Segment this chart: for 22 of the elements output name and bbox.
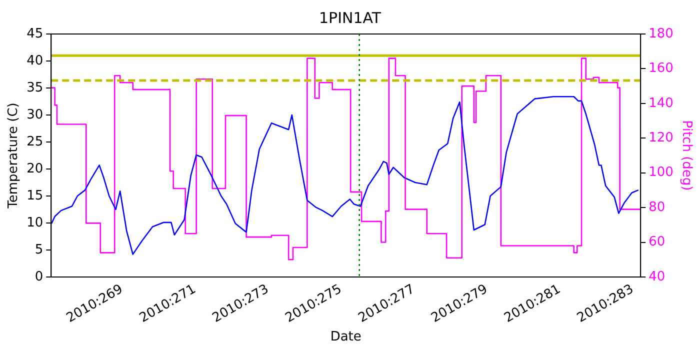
chart-title: 1PIN1AT xyxy=(318,8,382,27)
y-tick-label: 0 xyxy=(34,269,44,284)
y-tick-label: 25 xyxy=(26,134,44,150)
x-axis-title: Date xyxy=(330,329,362,344)
y-tick-label: 20 xyxy=(26,161,44,176)
y-axis-title: Temperature (C) xyxy=(6,102,22,210)
y2-tick-label: 40 xyxy=(648,269,666,284)
y2-axis-title: Pitch (deg) xyxy=(678,120,694,191)
y2-tick-label: 140 xyxy=(648,96,674,111)
y-tick-label: 45 xyxy=(26,26,44,42)
y-tick-label: 15 xyxy=(26,188,44,204)
y2-tick-label: 180 xyxy=(648,26,674,42)
y2-tick-label: 120 xyxy=(648,130,674,146)
y-tick-label: 10 xyxy=(26,215,44,230)
y2-tick-label: 100 xyxy=(648,165,674,180)
y2-tick-label: 60 xyxy=(648,234,666,250)
y2-tick-label: 80 xyxy=(648,200,666,215)
y-tick-label: 30 xyxy=(26,107,44,122)
y-tick-label: 40 xyxy=(26,53,44,68)
y2-tick-label: 160 xyxy=(648,61,674,76)
y-tick-label: 35 xyxy=(26,80,44,96)
y-tick-label: 5 xyxy=(34,242,44,258)
